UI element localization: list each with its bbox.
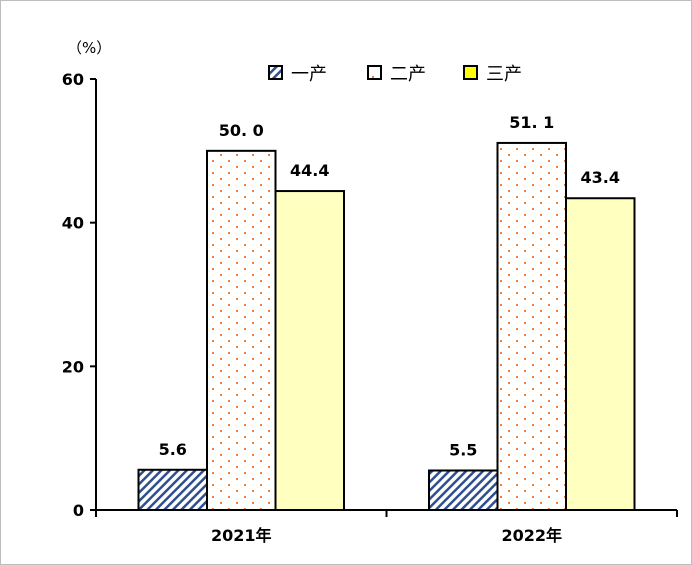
- bar-三产: [565, 197, 636, 511]
- y-tick-label: 20: [62, 357, 84, 376]
- legend-label: 一产: [291, 64, 327, 85]
- data-label: 5.5: [449, 440, 477, 459]
- bar-一产: [428, 469, 499, 512]
- data-label: 50. 0: [219, 121, 264, 140]
- legend-swatch-一产: [268, 65, 283, 80]
- y-tick-label: 0: [73, 501, 84, 520]
- y-axis-label: （%）: [67, 39, 111, 57]
- bar-二产: [206, 149, 277, 511]
- x-tick-label: 2021年: [211, 526, 272, 545]
- y-tick-label: 60: [62, 70, 84, 89]
- data-label: 51. 1: [509, 113, 554, 132]
- data-label: 43.4: [581, 168, 620, 187]
- x-tick-label: 2022年: [501, 526, 562, 545]
- data-label: 44.4: [290, 161, 329, 180]
- bar-一产: [137, 468, 208, 512]
- bar-三产: [274, 190, 345, 511]
- legend-swatch-二产: [367, 65, 382, 80]
- bar-二产: [496, 141, 567, 511]
- y-tick-label: 40: [62, 214, 84, 233]
- legend-label: 三产: [486, 64, 522, 85]
- legend-swatch-三产: [463, 65, 478, 80]
- legend-label: 二产: [390, 64, 426, 85]
- data-label: 5.6: [159, 440, 187, 459]
